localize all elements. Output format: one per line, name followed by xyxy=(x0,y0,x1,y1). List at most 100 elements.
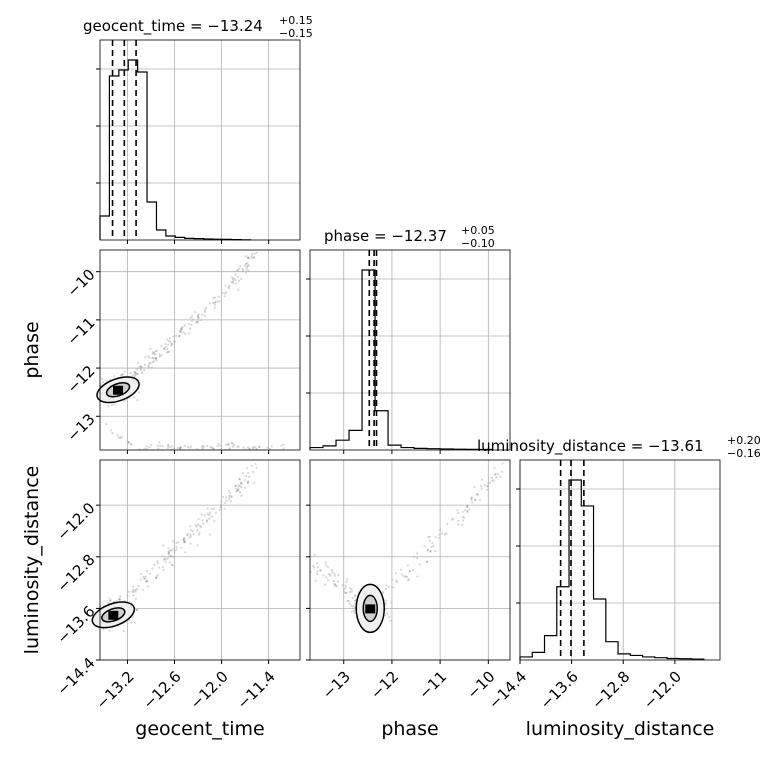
scatter-point xyxy=(155,575,158,578)
scatter-point xyxy=(152,352,155,355)
scatter-point xyxy=(132,396,135,399)
x-tick-label-luminosity-distance: −12.8 xyxy=(588,668,633,713)
scatter-point xyxy=(241,268,244,271)
scatter-point xyxy=(228,494,231,497)
scatter-point xyxy=(202,444,205,448)
scatter-point xyxy=(186,534,189,537)
scatter-point xyxy=(134,588,137,592)
scatter-point xyxy=(156,560,159,563)
scatter-point xyxy=(344,586,347,589)
scatter-point xyxy=(213,301,216,304)
scatter-point xyxy=(244,264,247,267)
scatter-point xyxy=(154,576,157,580)
scatter-point xyxy=(212,297,215,300)
scatter-point xyxy=(148,446,151,449)
scatter-point xyxy=(471,501,474,504)
x-axis-label-phase: phase xyxy=(381,718,438,740)
scatter-point xyxy=(142,577,146,580)
scatter-point xyxy=(184,540,187,543)
scatter-point xyxy=(170,549,173,552)
scatter-point xyxy=(186,533,189,536)
scatter-point xyxy=(476,493,479,496)
scatter-point xyxy=(155,349,158,352)
scatter-point xyxy=(145,569,149,573)
scatter-point xyxy=(233,443,236,447)
scatter-point xyxy=(117,598,121,601)
scatter-point xyxy=(189,528,192,532)
scatter-point xyxy=(230,495,233,498)
scatter-point xyxy=(450,518,454,521)
scatter-point xyxy=(102,381,105,384)
scatter-point xyxy=(394,572,397,575)
scatter-point xyxy=(324,561,327,564)
scatter-point xyxy=(189,327,192,330)
scatter-point xyxy=(135,372,138,375)
y-axis-label-phase: phase xyxy=(21,321,43,378)
scatter-point xyxy=(246,262,249,265)
histogram-phase xyxy=(309,269,493,451)
scatter-point xyxy=(473,486,476,489)
scatter-point xyxy=(130,621,133,624)
scatter-point xyxy=(480,487,483,490)
scatter-point xyxy=(230,441,233,444)
scatter-point xyxy=(108,629,111,632)
scatter-point xyxy=(237,267,241,270)
scatter-point xyxy=(140,572,143,576)
scatter-point xyxy=(196,314,200,317)
density-peak xyxy=(108,610,119,620)
scatter-point xyxy=(208,517,211,520)
scatter-point xyxy=(466,505,469,508)
scatter-point xyxy=(416,556,419,560)
scatter-point xyxy=(384,614,387,617)
scatter-point xyxy=(109,429,113,432)
scatter-point xyxy=(195,525,198,528)
scatter-point xyxy=(384,602,387,605)
scatter-point xyxy=(430,545,433,548)
scatter-point xyxy=(144,575,147,578)
y-tick-label-luminosity-distance: −13.6 xyxy=(53,602,98,647)
scatter-point xyxy=(266,446,269,449)
scatter-point xyxy=(255,251,258,254)
scatter-point xyxy=(145,580,148,583)
title-phase: phase = −12.37 xyxy=(324,227,447,245)
scatter-point xyxy=(164,561,167,564)
scatter-point xyxy=(200,513,203,516)
scatter-point xyxy=(124,370,127,373)
scatter-point xyxy=(166,338,169,341)
title-geocent-time-minus: −0.15 xyxy=(279,27,313,40)
scatter-point xyxy=(333,582,336,585)
scatter-point xyxy=(425,560,428,564)
scatter-point xyxy=(495,476,498,479)
scatter-point xyxy=(388,615,391,619)
scatter-point xyxy=(167,339,170,343)
scatter-point xyxy=(171,564,174,567)
scatter-point xyxy=(463,516,466,520)
scatter-point xyxy=(328,574,332,577)
scatter-point xyxy=(179,331,183,334)
x-tick-label-luminosity-distance: −12.0 xyxy=(640,668,685,713)
scatter-point xyxy=(474,498,477,501)
scatter-point xyxy=(158,355,161,358)
scatter-point xyxy=(144,577,147,580)
scatter-point xyxy=(229,500,232,503)
scatter-point xyxy=(258,445,261,448)
scatter-point xyxy=(326,565,329,569)
scatter-point xyxy=(353,595,356,598)
scatter-point xyxy=(197,316,200,319)
scatter-point xyxy=(445,532,448,535)
scatter-point xyxy=(352,604,355,608)
scatter-point xyxy=(228,447,231,450)
scatter-point xyxy=(224,502,227,505)
scatter-point xyxy=(175,541,178,544)
scatter-point xyxy=(210,515,213,518)
scatter-point xyxy=(188,536,191,540)
scatter-point xyxy=(344,591,347,595)
scatter-point xyxy=(212,507,215,510)
scatter-point xyxy=(213,296,216,299)
scatter-point xyxy=(478,499,481,502)
density-peak xyxy=(113,385,124,395)
scatter-point xyxy=(200,445,203,448)
scatter-point xyxy=(223,295,226,298)
scatter-point xyxy=(206,512,209,516)
scatter-point xyxy=(428,535,431,538)
